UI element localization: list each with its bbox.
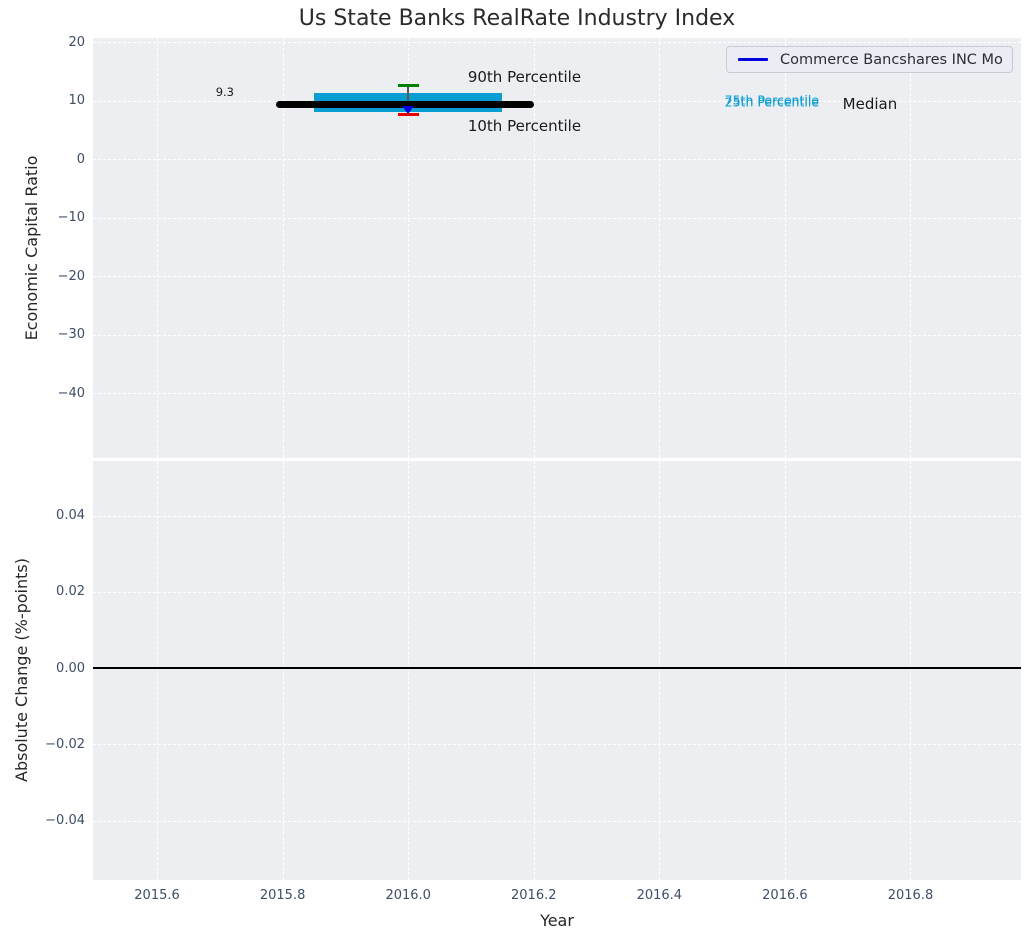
x-tick-label: 2016.8 (887, 888, 934, 903)
x-tick-label: 2016.4 (636, 888, 683, 903)
gridline-vertical (282, 461, 284, 880)
y-tick-label: −20 (57, 268, 85, 284)
annotation-75th-percentile: 75th Percentile (724, 92, 820, 108)
x-tick-label: 2016.6 (762, 888, 808, 903)
gridline-horizontal (93, 515, 1021, 517)
y-tick-label: −0.02 (45, 736, 85, 752)
gridline-vertical (533, 461, 535, 880)
zero-line (93, 667, 1021, 670)
y-tick-label: 0 (76, 151, 85, 167)
gridline-horizontal (93, 100, 1021, 102)
y-axis-label-economic-capital-ratio: Economic Capital Ratio (22, 155, 41, 341)
x-tick-label: 2016.2 (511, 888, 557, 903)
y-tick-label: 0.00 (56, 660, 85, 676)
gridline-horizontal (93, 334, 1021, 336)
p90-whisker-cap (397, 84, 419, 88)
gridline-vertical (659, 38, 661, 458)
p10-whisker-cap (397, 113, 419, 117)
gridline-horizontal (93, 591, 1021, 593)
gridline-horizontal (93, 42, 1021, 44)
y-tick-label: 0.02 (56, 584, 85, 600)
gridline-vertical (157, 461, 159, 880)
gridline-horizontal (93, 159, 1021, 161)
gridline-vertical (784, 38, 786, 458)
gridline-horizontal (93, 820, 1021, 822)
y-tick-label: 0.04 (56, 508, 85, 524)
y-tick-label: −30 (57, 327, 85, 343)
legend-label: Commerce Bancshares INC Mo (780, 51, 1003, 68)
gridline-horizontal (93, 276, 1021, 278)
annotation-9-3: 9.3 (215, 84, 234, 99)
median-line (276, 101, 534, 109)
gridline-vertical (910, 38, 912, 458)
top-axes-economic-capital-ratio: 90th Percentile 10th Percentile 9.3 75th Pe… (93, 38, 1021, 458)
gridline-vertical (408, 38, 410, 458)
x-tick-label: 2016.0 (385, 888, 431, 903)
gridline-horizontal (93, 744, 1021, 746)
x-axis-label-year: Year (540, 911, 574, 930)
y-tick-label: −0.04 (45, 813, 85, 829)
annotation-25th-percentile: 25th Percentile (724, 94, 820, 110)
gridline-vertical (408, 461, 410, 880)
gridline-horizontal (93, 393, 1021, 395)
gridline-horizontal (93, 217, 1021, 219)
y-tick-label: −10 (57, 210, 85, 226)
annotation-10th-percentile: 10th Percentile (467, 116, 582, 135)
annotation-median: Median (842, 95, 898, 114)
gridline-vertical (282, 38, 284, 458)
y-tick-label: 10 (68, 93, 85, 109)
x-tick-label: 2015.6 (134, 888, 180, 903)
x-tick-label: 2015.8 (259, 888, 306, 903)
whisker-line (407, 85, 410, 115)
gridline-vertical (910, 461, 912, 880)
y-tick-label: 20 (68, 34, 85, 50)
legend: Commerce Bancshares INC Mo (726, 46, 1013, 73)
gridline-vertical (533, 38, 535, 458)
legend-line-sample-icon (738, 58, 768, 61)
y-tick-label: −40 (57, 385, 85, 401)
bottom-axes-absolute-change (93, 461, 1021, 880)
company-marker (402, 105, 415, 114)
gridline-vertical (659, 461, 661, 880)
annotation-90th-percentile: 90th Percentile (467, 68, 582, 87)
chart-title: Us State Banks RealRate Industry Index (298, 6, 736, 31)
gridline-vertical (784, 461, 786, 880)
gridline-vertical (157, 38, 159, 458)
